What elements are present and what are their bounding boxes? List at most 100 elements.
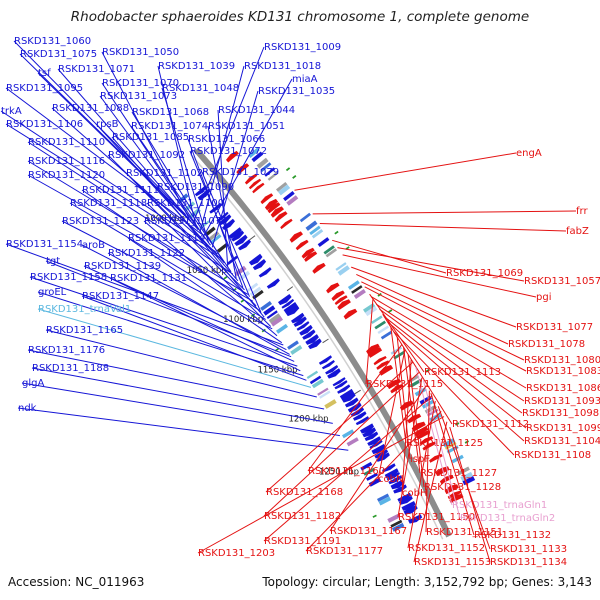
cog-block-reverse: [442, 438, 456, 448]
forward-gene-label: RSKD131_1073: [100, 91, 177, 102]
forward-gene-label: RSKD131_1072: [190, 146, 267, 157]
forward-leader-line: [95, 123, 225, 264]
reverse-gene-label: RSKD131_1167: [330, 526, 407, 537]
forward-leader-line: [192, 46, 265, 224]
reverse-gene-arrow: [373, 356, 387, 366]
forward-leader-line: [45, 329, 317, 398]
forward-gene-arrow: [401, 501, 416, 511]
forward-leader-line: [27, 141, 234, 275]
reverse-leader-line: [449, 426, 491, 563]
cog-block-forward: [276, 323, 288, 334]
reverse-gene-arrow: [226, 150, 239, 163]
forward-leader-line: [37, 72, 196, 226]
forward-gene-label: RSKD131_1044: [218, 105, 295, 116]
reverse-gene-label: cobN: [378, 474, 403, 485]
forward-leader-line: [161, 87, 210, 244]
cog-block-reverse: [409, 378, 422, 388]
forward-leader-line: [131, 111, 224, 261]
reverse-gene-label: pgi: [536, 292, 551, 303]
forward-leader-line: [5, 87, 202, 235]
cog-block-reverse: [353, 289, 366, 299]
reverse-leader-line: [379, 308, 523, 414]
reverse-gene-arrow: [304, 251, 318, 262]
reverse-gene-label: RSKD131_1128: [424, 482, 501, 493]
forward-gene-arrow: [327, 368, 341, 379]
reverse-gene-label: engA: [516, 148, 542, 159]
reverse-gene-label: RSKD131_1093: [524, 396, 600, 407]
cog-block-reverse: [365, 306, 378, 317]
forward-leader-line: [29, 276, 298, 367]
forward-leader-line: [125, 172, 257, 307]
forward-gene-arrow: [337, 384, 351, 394]
cog-block-forward: [342, 429, 355, 439]
reverse-leader-line: [396, 336, 411, 460]
reverse-leader-line: [397, 377, 423, 518]
cog-block-forward: [378, 496, 392, 506]
reverse-gene-label: RSKD131_trnaGln1: [452, 500, 547, 511]
reverse-gene-arrow: [312, 262, 326, 274]
reverse-gene-label: RSKD131_1077: [516, 322, 593, 333]
reverse-leader-line: [305, 411, 442, 552]
forward-gene-label: RSKD131_1106: [6, 119, 83, 130]
cog-block-reverse: [286, 195, 299, 206]
reverse-gene-arrow: [289, 231, 303, 243]
reverse-gene-label: RSKD131_1108: [514, 450, 591, 461]
forward-gene-label: RSKD131_1123: [62, 216, 139, 227]
forward-gene-arrow: [293, 316, 307, 327]
forward-leader-line: [21, 382, 340, 437]
reverse-gene-arrow: [343, 308, 358, 320]
reverse-gene-label: frr: [576, 206, 588, 217]
forward-gene-arrow: [382, 463, 396, 473]
cog-block-forward: [204, 226, 216, 237]
forward-gene-label: RSKD131_1092: [108, 150, 185, 161]
cog-block-forward: [311, 378, 324, 389]
forward-gene-label: RSKD131_1131: [110, 273, 187, 284]
reverse-gene-arrow: [416, 430, 431, 440]
forward-leader-line: [81, 244, 287, 351]
gc-marker-reverse: [292, 175, 297, 179]
forward-gene-arrow: [390, 479, 405, 490]
reverse-gene-label: RSKD131_1153: [414, 557, 491, 568]
cog-block-forward: [366, 472, 378, 481]
forward-gene-arrow: [302, 329, 316, 340]
cog-block-forward: [238, 270, 251, 281]
forward-gene-label: rpsB: [96, 119, 119, 130]
forward-leader-line: [37, 308, 312, 388]
scale-tick: [249, 235, 256, 241]
forward-gene-label: RSKD131_1074: [131, 121, 208, 132]
forward-leader-line: [156, 186, 265, 318]
accession-text: Accession: NC_011963: [8, 575, 145, 589]
cog-block-forward: [266, 310, 278, 319]
forward-leader-line: [107, 252, 290, 355]
reverse-gene-label: RSKD131_1132: [474, 530, 551, 541]
reverse-leader-line: [356, 273, 509, 345]
gc-marker-reverse: [455, 422, 460, 426]
reverse-gene-label: RSKD131_1113: [424, 367, 501, 378]
forward-gene-label: RSKD131_1048: [162, 83, 239, 94]
forward-gene-arrow: [252, 259, 267, 271]
reverse-gene-label: RSKD131_1191: [264, 536, 341, 547]
reverse-leader-line: [393, 331, 515, 456]
reverse-gene-label: RSKD131_1099: [526, 423, 600, 434]
forward-gene-arrow: [360, 423, 374, 434]
cog-block-forward: [387, 513, 400, 523]
forward-gene-arrow: [398, 495, 413, 505]
reverse-gene-arrow: [295, 239, 309, 251]
reverse-gene-arrow: [337, 299, 351, 310]
forward-gene-arrow: [228, 227, 242, 239]
reverse-gene-arrow: [248, 178, 262, 190]
forward-leader-line: [199, 65, 245, 233]
reverse-gene-arrow: [331, 290, 345, 301]
forward-gene-arrow: [386, 472, 400, 481]
forward-gene-arrow: [362, 427, 377, 438]
reverse-gene-arrow: [301, 247, 315, 259]
reverse-gene-label: cobH: [402, 488, 427, 499]
cog-block-reverse: [323, 245, 335, 255]
reverse-leader-line: [294, 152, 517, 191]
forward-gene-arrow: [353, 411, 367, 421]
reverse-gene-label: RSKD131_1078: [508, 339, 585, 350]
forward-leader-line: [17, 407, 349, 451]
cog-block-reverse: [335, 262, 347, 271]
cog-block-reverse: [374, 320, 386, 330]
reverse-gene-arrow: [422, 441, 437, 451]
